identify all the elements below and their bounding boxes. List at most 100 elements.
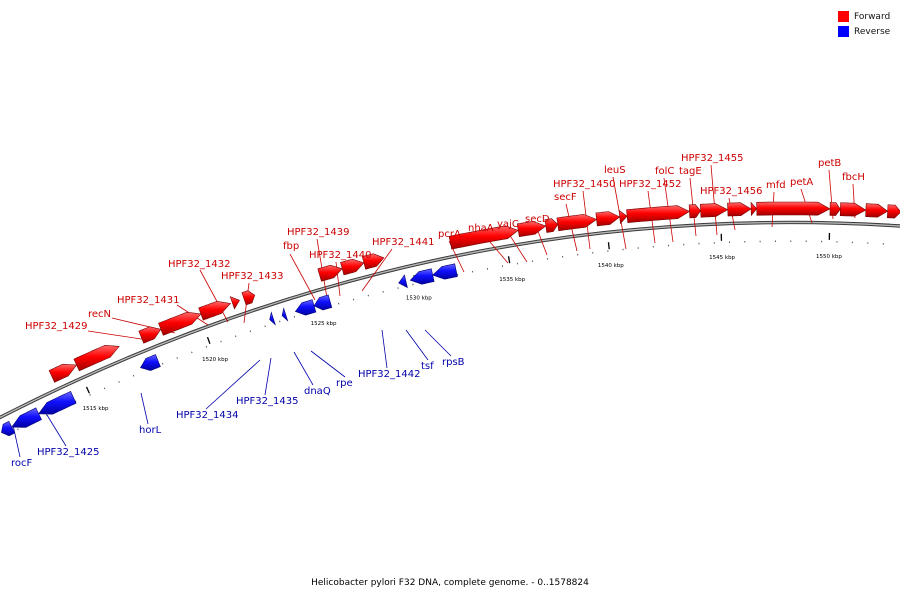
genome-backbone [0,221,900,419]
reverse-label-leader [405,329,429,361]
major-tick [607,242,610,250]
reverse-gene-arrow [269,311,276,326]
reverse-gene-arrow [313,294,333,311]
reverse-gene-label: HPF32_1435 [236,396,298,407]
minor-tick [176,357,178,359]
forward-gene-arrow [241,290,256,306]
forward-gene-arrow [198,300,232,321]
reverse-label-leader [381,329,388,369]
forward-gene-label: tagE [679,166,702,177]
major-tick [85,386,90,394]
forward-gene-arrow [699,203,729,218]
forward-label-leader [289,253,316,301]
forward-gene-label: HPF32_1450 [553,179,615,190]
reverse-gene-label: dnaQ [304,386,331,397]
forward-gene-arrow [448,225,519,250]
forward-gene-label: folC [655,166,674,177]
forward-gene-arrow [839,202,867,217]
minor-tick [118,381,120,383]
strand-legend: Forward Reverse [838,9,890,39]
forward-gene-label: HPF32_1439 [287,227,349,238]
forward-gene-arrow [865,203,889,218]
forward-label-leader [361,248,393,292]
scale-tick-label: 1515 kbp [83,406,109,412]
forward-gene-arrow [688,204,701,219]
reverse-gene-arrow [38,391,77,415]
minor-tick [132,374,135,377]
reverse-label-leader [205,359,261,410]
forward-gene-label: petB [818,158,841,169]
forward-label-leader [87,330,149,341]
reverse-label-leader [46,414,67,447]
forward-gene-label: HPF32_1431 [117,295,179,306]
forward-gene-arrow [73,344,120,372]
forward-gene-label: HPF32_1440 [309,250,371,261]
forward-gene-arrow [361,253,385,270]
forward-gene-arrow [48,363,78,383]
forward-gene-label: recN [88,309,111,320]
minor-tick [205,345,208,348]
reverse-label-leader [293,351,314,386]
forward-gene-arrow [229,296,240,310]
forward-gene-label: leuS [604,165,626,176]
forward-gene-arrow [750,201,758,217]
forward-gene-label: yajC [497,219,519,230]
gene-labels: HPF32_1429recNHPF32_1431HPF32_1432HPF32_… [11,153,865,469]
forward-gene-label: HPF32_1433 [221,271,283,282]
minor-tick [220,340,222,343]
minor-tick [103,387,106,390]
forward-gene-arrow [158,311,202,336]
forward-strand-genes [48,201,900,383]
reverse-label-leader [310,350,346,378]
reverse-gene-arrow [409,268,435,285]
reverse-strand-genes [1,263,458,437]
forward-gene-arrow [544,218,559,233]
reverse-gene-arrow [432,263,458,280]
reverse-gene-arrow [398,274,408,289]
major-ticks: 1515 kbp 1520 kbp 1525 kbp 1530 kbp 1535 kbp… [83,232,842,412]
forward-gene-label: fbp [283,241,299,252]
genome-backbone-shadow [0,220,900,420]
forward-gene-arrow [556,214,598,232]
minor-ticks [17,240,884,431]
map-caption: Helicobacter pylori F32 DNA, complete ge… [311,578,589,588]
major-tick [206,336,211,344]
reverse-label-leader [264,357,272,396]
scale-tick-label: 1540 kbp [598,263,624,269]
minor-tick [17,428,19,431]
legend-label-forward: Forward [854,11,891,22]
scale-tick-label: 1520 kbp [202,357,228,363]
minor-tick [191,351,193,354]
minor-tick [74,400,77,403]
reverse-gene-arrow [1,420,16,437]
forward-gene-label: pcrA [438,229,461,240]
forward-gene-arrow [595,211,621,227]
forward-gene-arrow [829,202,841,216]
reverse-gene-label: horL [139,425,162,436]
reverse-label-leader [424,329,452,357]
forward-gene-arrow [756,201,831,216]
forward-gene-arrow [626,205,691,224]
scale-tick-label: 1535 kbp [499,277,525,283]
forward-gene-label: petA [790,177,813,188]
forward-gene-label: HPF32_1456 [700,186,762,197]
forward-gene-arrow [317,264,343,282]
forward-gene-label: HPF32_1432 [168,259,230,270]
forward-gene-arrow [340,258,365,276]
forward-gene-label: HPF32_1455 [681,153,743,164]
reverse-swatch [838,26,849,37]
forward-swatch [838,11,849,22]
forward-gene-label: mfd [766,180,786,191]
legend-label-reverse: Reverse [854,26,891,37]
reverse-gene-arrow [11,407,42,428]
reverse-gene-label: rpsB [442,357,465,368]
forward-gene-label: HPF32_1452 [619,179,681,190]
forward-gene-label: fbcH [842,172,865,183]
forward-gene-label: HPF32_1429 [25,321,87,332]
reverse-gene-label: tsf [421,361,434,372]
reverse-gene-label: HPF32_1442 [358,369,420,380]
major-tick [507,256,511,264]
scale-tick-label: 1525 kbp [311,321,337,327]
forward-gene-arrow [516,221,547,238]
